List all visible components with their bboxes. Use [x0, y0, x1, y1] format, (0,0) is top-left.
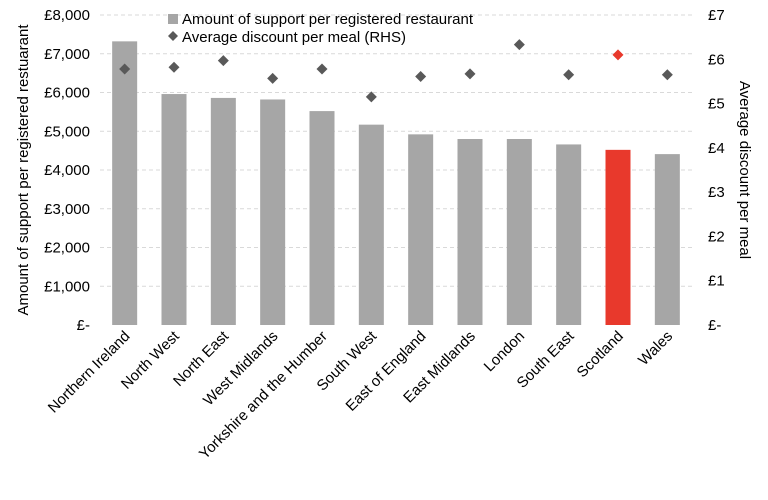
diamond-marker [513, 39, 525, 51]
diamond-marker [415, 71, 427, 83]
left-tick-label: £2,000 [44, 240, 90, 257]
legend-square-swatch [168, 14, 178, 24]
right-tick-label: £7 [708, 7, 725, 24]
bar [161, 94, 187, 325]
left-tick-label: £1,000 [44, 278, 90, 295]
left-tick-label: £3,000 [44, 201, 90, 218]
left-tick-label: £- [77, 317, 90, 334]
right-tick-label: £2 [708, 228, 725, 245]
legend-diamond-swatch [168, 31, 178, 41]
right-tick-label: £1 [708, 273, 725, 290]
x-tick-label: Northern Ireland [45, 328, 134, 417]
bar [654, 154, 680, 325]
bar [457, 139, 483, 325]
right-axis-title: Average discount per meal [736, 81, 753, 259]
bar [260, 99, 286, 325]
diamond-marker [661, 69, 673, 81]
diamond-marker [612, 49, 624, 61]
diamond-marker [563, 69, 575, 81]
left-axis-title: Amount of support per registered restuar… [15, 24, 32, 316]
diamond-marker [267, 72, 279, 84]
left-axis-ticks: £- £1,000 £2,000 £3,000 £4,000 £5,000 £6,000 £7… [44, 7, 90, 334]
bar [358, 124, 384, 325]
right-tick-label: £3 [708, 184, 725, 201]
bar [506, 139, 532, 325]
left-tick-label: £4,000 [44, 162, 90, 179]
bar [309, 111, 335, 325]
bar-series [112, 41, 680, 325]
diamond-marker [119, 63, 131, 75]
legend-label-markers: Average discount per meal (RHS) [182, 29, 406, 46]
right-tick-label: £- [708, 317, 721, 334]
diamond-marker [168, 61, 180, 73]
left-tick-label: £8,000 [44, 7, 90, 24]
diamond-marker [316, 63, 328, 75]
gridlines [100, 14, 692, 287]
marker-series [119, 39, 673, 103]
diamond-marker [217, 55, 229, 67]
x-tick-label: Scotland [574, 328, 627, 381]
diamond-marker [464, 68, 476, 80]
legend: Amount of support per registered restaur… [168, 11, 474, 46]
right-tick-label: £4 [708, 140, 725, 157]
left-tick-label: £5,000 [44, 123, 90, 140]
bar [408, 134, 434, 325]
x-tick-label: Wales [635, 328, 676, 369]
left-tick-label: £6,000 [44, 85, 90, 102]
left-tick-label: £7,000 [44, 46, 90, 63]
bar [210, 97, 236, 325]
right-tick-label: £6 [708, 51, 725, 68]
legend-label-bars: Amount of support per registered restaur… [182, 11, 474, 28]
bar [605, 149, 631, 325]
right-tick-label: £5 [708, 96, 725, 113]
bar [112, 41, 138, 325]
right-axis-ticks: £- £1 £2 £3 £4 £5 £6 £7 [708, 7, 725, 334]
bar [556, 144, 582, 325]
diamond-marker [365, 91, 377, 103]
x-tick-label: London [481, 328, 528, 375]
